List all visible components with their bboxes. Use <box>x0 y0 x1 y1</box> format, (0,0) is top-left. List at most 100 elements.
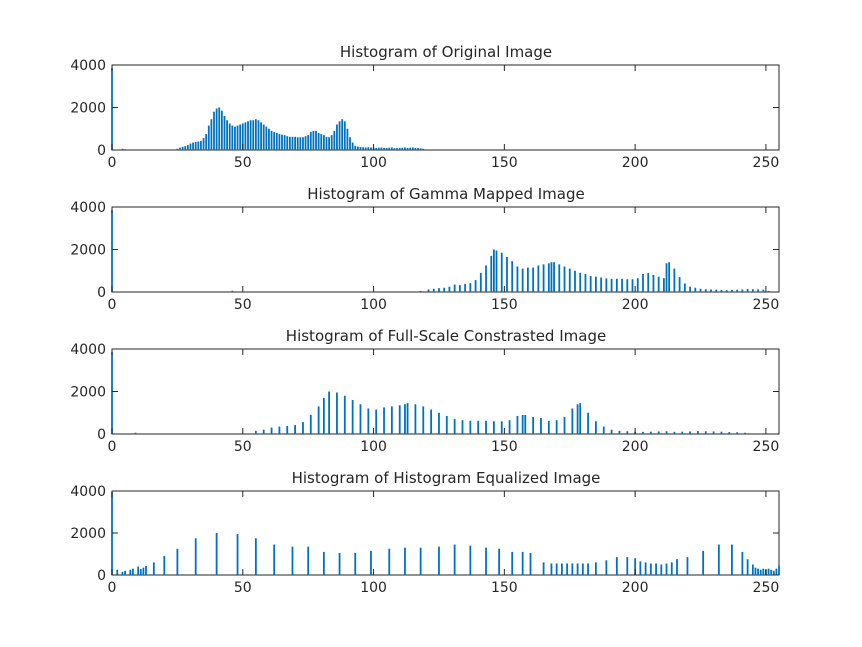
histogram-bar <box>626 431 629 434</box>
axes-box <box>111 348 780 435</box>
histogram-bar <box>239 124 242 150</box>
histogram-bar <box>589 276 592 292</box>
histogram-bar <box>137 566 140 575</box>
y-tick-label: 0 <box>97 427 106 443</box>
histogram-bar <box>678 277 681 293</box>
x-tick-label: 0 <box>108 297 117 313</box>
histogram-bar <box>367 147 370 150</box>
histogram-bar <box>336 124 338 150</box>
histogram-bar <box>649 563 652 575</box>
y-tick-label: 0 <box>97 568 106 584</box>
histogram-bar <box>414 147 417 151</box>
histogram-bar <box>317 406 320 435</box>
histogram-bar <box>710 289 712 292</box>
histogram-bar <box>778 565 780 575</box>
histogram-bar <box>767 568 770 575</box>
histogram-bar <box>521 268 524 293</box>
histogram-bar <box>322 135 325 151</box>
histogram-bar <box>432 288 435 292</box>
y-tick-label: 2000 <box>70 243 106 259</box>
histogram-bar <box>121 571 124 575</box>
histogram-bar <box>111 492 113 575</box>
histogram-bar <box>521 414 524 435</box>
histogram-bar <box>184 146 187 150</box>
histogram-bar <box>404 404 406 434</box>
histogram-bar <box>642 273 644 292</box>
histogram-bar <box>741 289 744 292</box>
axes-box <box>111 64 780 151</box>
histogram-bar <box>731 289 733 293</box>
histogram-bar <box>579 403 582 434</box>
histogram-bar <box>506 256 508 292</box>
histogram-bar <box>419 148 422 150</box>
histogram-bar <box>762 289 765 292</box>
histogram-bar <box>404 547 406 575</box>
histogram-bar <box>555 563 558 575</box>
histogram-bar <box>409 147 412 150</box>
histogram-bar <box>134 432 137 434</box>
histogram-bar <box>286 425 289 434</box>
y-tick-label: 4000 <box>70 484 106 500</box>
histogram-bar <box>359 147 362 150</box>
histogram-bar <box>615 557 618 575</box>
histogram-bar <box>584 273 587 292</box>
histogram-bar <box>139 569 142 575</box>
histogram-bar <box>660 564 663 575</box>
histogram-bar <box>404 147 406 150</box>
histogram-bar <box>762 568 765 575</box>
histogram-bar <box>202 138 205 150</box>
x-tick-label: 100 <box>360 155 387 171</box>
histogram-bar <box>751 564 754 575</box>
histogram-bar <box>704 289 707 292</box>
histogram-bar <box>511 551 514 575</box>
histogram-bar <box>192 142 194 150</box>
histogram-bar <box>639 561 642 575</box>
bars <box>111 492 780 575</box>
panel-full-scale: Histogram of Full-Scale Constrasted Imag… <box>70 327 780 455</box>
histogram-bar <box>746 559 749 575</box>
x-tick-label: 200 <box>622 580 649 596</box>
histogram-bar <box>469 283 472 292</box>
histogram-bar <box>668 262 671 292</box>
histogram-bar <box>657 431 660 434</box>
histogram-bar <box>587 412 589 434</box>
histogram-bar <box>553 262 555 292</box>
histogram-bar <box>500 252 503 292</box>
histogram-bar <box>673 431 676 435</box>
histogram-bar <box>260 122 262 151</box>
y-tick-label: 4000 <box>70 200 106 216</box>
histogram-bar <box>754 567 757 575</box>
histogram-bar <box>262 429 265 434</box>
histogram-bar <box>469 420 472 434</box>
histogram-bar <box>600 277 603 292</box>
histogram-bar <box>197 141 200 150</box>
histogram-bar <box>236 125 239 150</box>
ticks: 0 50 100 150 200 250 0 2000 4000 <box>70 484 779 596</box>
axes-box <box>111 490 780 576</box>
histogram-bar <box>458 285 461 292</box>
x-tick-label: 200 <box>622 155 649 171</box>
histogram-bar <box>218 107 221 150</box>
histogram-bar <box>163 556 166 575</box>
histogram-bar <box>257 120 260 150</box>
histogram-bar <box>398 147 401 151</box>
histogram-bar <box>176 148 179 150</box>
histogram-bar <box>751 289 754 292</box>
histogram-bar <box>453 544 456 575</box>
histogram-bar <box>571 563 574 575</box>
histogram-bar <box>736 289 739 292</box>
histogram-bar <box>670 562 673 575</box>
ticks: 0 50 100 150 200 250 0 2000 4000 <box>70 58 779 171</box>
histogram-bar <box>681 431 684 434</box>
histogram-bar <box>610 429 613 434</box>
histogram-bar <box>532 267 535 292</box>
y-tick-label: 2000 <box>70 101 106 117</box>
histogram-bar <box>602 426 605 434</box>
x-tick-label: 0 <box>108 439 117 455</box>
histogram-bar <box>273 131 276 150</box>
histogram-bar <box>111 68 113 150</box>
histogram-bar <box>736 432 739 434</box>
histogram-bar <box>561 563 563 575</box>
histogram-bar <box>226 120 228 150</box>
histogram-bar <box>770 569 773 575</box>
